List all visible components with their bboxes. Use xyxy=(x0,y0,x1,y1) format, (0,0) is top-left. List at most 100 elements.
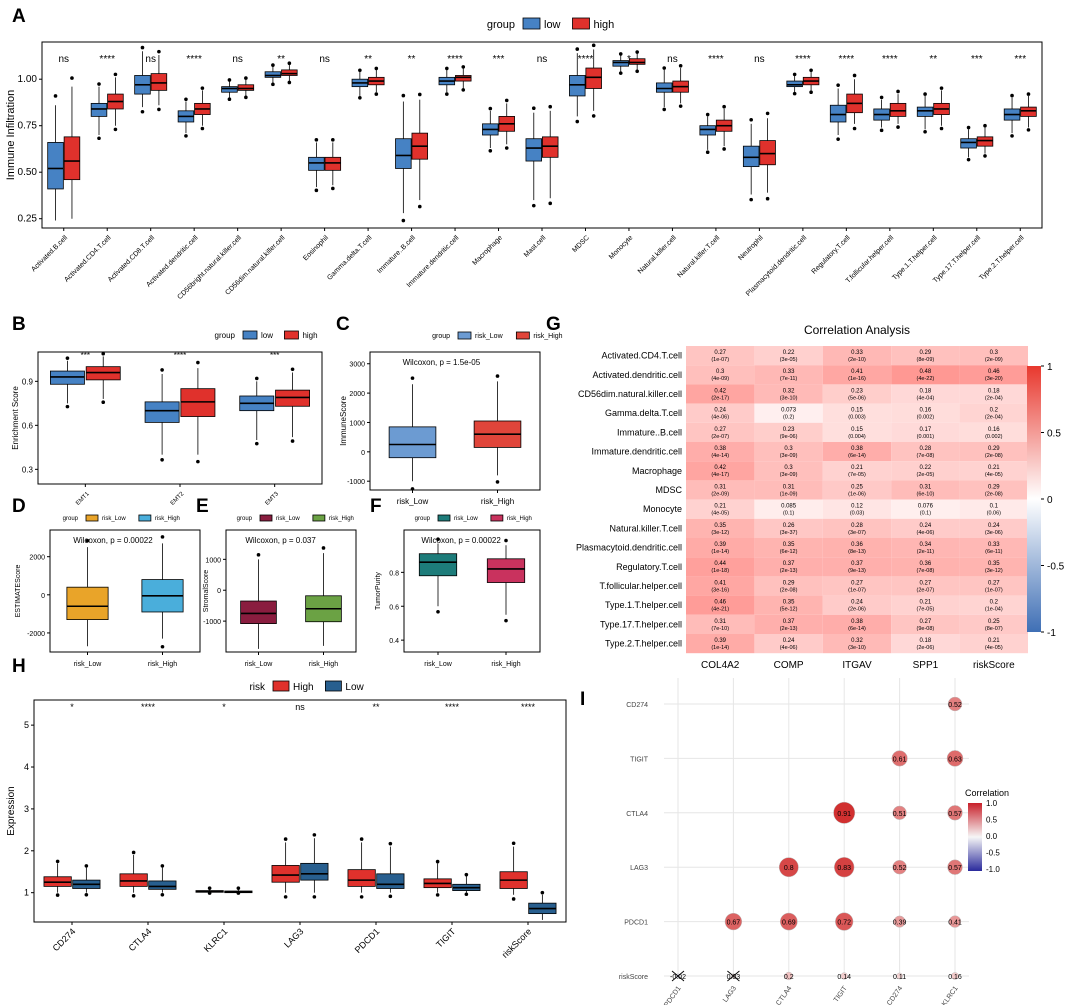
bubble-value-label: 0.83 xyxy=(837,865,851,872)
x-tick-label: risk_Low xyxy=(424,661,453,668)
outlier-point xyxy=(749,117,753,122)
significance-label: ns xyxy=(537,54,548,65)
x-tick-label: Type.17.T.helper.cell xyxy=(932,234,982,284)
y-tick-label: 0 xyxy=(41,593,45,600)
bubble-row-label: CTLA4 xyxy=(626,811,648,818)
y-tick-label: 2 xyxy=(24,846,29,856)
box-low-Natural.killer.cell xyxy=(655,82,673,93)
box-low-Eosinophil xyxy=(308,156,325,171)
outlier-point xyxy=(939,126,944,131)
outlier-point xyxy=(548,201,553,206)
heatmap-cell-pvalue: (4e-09) xyxy=(711,376,729,382)
significance-label: ns xyxy=(58,54,69,65)
heatmap-cell-value: 0.39 xyxy=(714,638,726,644)
outlier-point xyxy=(140,45,145,50)
heatmap-cell xyxy=(754,442,823,462)
heatmap-cell-pvalue: (2e-09) xyxy=(711,491,729,497)
y-tick-label: -2000 xyxy=(27,631,45,638)
box-Low-LAG3 xyxy=(300,862,329,881)
outlier-point xyxy=(200,126,205,131)
panel-D-chart: -2000 0 2000 ESTIMATEScore risk_Low risk_High… xyxy=(15,529,201,668)
y-tick-label: -1000 xyxy=(203,619,221,626)
heatmap-cell-value: 0.17 xyxy=(920,427,932,433)
outlier-point xyxy=(436,537,440,541)
heatmap-cell-pvalue: (0.1) xyxy=(920,511,931,517)
bubble-col-label: CTLA4 xyxy=(775,985,793,1005)
y-tick-label: 1.00 xyxy=(18,74,38,85)
panel-F-legend: group risk_Low risk_High xyxy=(415,514,532,522)
box-risk_Low xyxy=(240,600,277,624)
heatmap-cell-value: 0.29 xyxy=(988,484,1000,490)
heatmap-cell-value: 0.21 xyxy=(714,504,726,510)
heatmap-cell-value: 0.33 xyxy=(851,350,863,356)
heatmap-cell-pvalue: (2e-08) xyxy=(985,491,1003,497)
heatmap-cell-value: 0.18 xyxy=(920,638,932,644)
heatmap-cell-value: 0.48 xyxy=(920,369,932,375)
heatmap-cell xyxy=(891,461,960,481)
plot-frame xyxy=(369,351,541,491)
bubble-value-label: 0.2 xyxy=(784,974,794,981)
heatmap-cell xyxy=(686,518,755,538)
outlier-point xyxy=(184,134,188,138)
heatmap-cell-pvalue: (1e-07) xyxy=(848,587,866,593)
outlier-point xyxy=(244,95,248,100)
significance-label: **** xyxy=(445,702,460,712)
plot-frame xyxy=(41,41,1043,229)
heatmap-cell xyxy=(891,557,960,577)
heatmap-cell xyxy=(891,365,960,385)
x-tick-label: risk_Low xyxy=(74,661,103,668)
plot-frame xyxy=(49,529,201,653)
box-low-CD56dim.natural.killer.cell xyxy=(264,71,282,78)
heatmap-cell-value: 0.24 xyxy=(988,523,1000,529)
heatmap-cell-pvalue: (6e-12) xyxy=(780,549,798,555)
heatmap-cell xyxy=(754,480,823,500)
heatmap-cell-value: 0.35 xyxy=(988,561,1000,567)
heatmap-cell xyxy=(959,499,1028,519)
heatmap-cell xyxy=(822,576,892,596)
outlier-point xyxy=(705,150,710,155)
y-tick-label: 1000 xyxy=(349,420,365,427)
heatmap-cell-pvalue: (1e-09) xyxy=(780,491,798,497)
y-tick-label: 0.8 xyxy=(389,570,399,577)
heatmap-cell-value: 0.29 xyxy=(988,446,1000,452)
outlier-point xyxy=(55,859,60,864)
bubble-col-label: LAG3 xyxy=(722,985,738,1004)
legend-key-risk_Low xyxy=(457,331,472,340)
y-tick-label: 0.6 xyxy=(22,421,34,430)
x-tick-label: risk_High xyxy=(148,661,177,668)
heatmap-cell-value: 0.21 xyxy=(988,465,1000,471)
outlier-point xyxy=(495,480,500,484)
outlier-point xyxy=(160,368,164,372)
heatmap-cell-pvalue: (1e-18) xyxy=(711,568,729,574)
heatmap-cell-pvalue: (0.06) xyxy=(987,511,1002,517)
heatmap-cell-pvalue: (0.003) xyxy=(848,415,866,421)
bubble-riskScore-CD274 xyxy=(896,972,903,980)
heatmap-row-label: Natural.killer.T.cell xyxy=(609,523,682,533)
heatmap-cell-value: 0.27 xyxy=(714,350,726,356)
outlier-point xyxy=(836,83,840,87)
heatmap-row-label: Macrophage xyxy=(632,466,682,476)
box-high-Neutrophil xyxy=(759,140,776,166)
outlier-point xyxy=(879,128,884,133)
bubble-value-label: 0.39 xyxy=(893,920,907,927)
bubble-value-label: -0.02 xyxy=(670,974,686,981)
legend-title: group xyxy=(415,516,431,522)
heatmap-cell-value: 0.46 xyxy=(714,600,726,606)
heatmap-cell xyxy=(754,538,823,558)
heatmap-cell xyxy=(959,576,1028,596)
bubble-value-label: 0.52 xyxy=(948,702,962,709)
y-tick-label: 3 xyxy=(24,804,29,814)
heatmap-cell xyxy=(891,422,960,442)
box-high-T.follicular.helper.cell xyxy=(889,102,907,117)
heatmap-cell-value: 0.23 xyxy=(783,427,795,433)
box-high-Type.17.T.helper.cell xyxy=(976,136,994,147)
outlier-point xyxy=(312,833,317,837)
legend-key-risk_High xyxy=(312,514,326,522)
heatmap-cell-pvalue: (3e-07) xyxy=(848,530,866,536)
colorbar-label: 0 xyxy=(1047,495,1053,506)
heatmap-cell xyxy=(959,557,1028,577)
outlier-point xyxy=(131,850,136,855)
bubble-row-label: TIGIT xyxy=(630,756,649,763)
bubble-riskScore-TIGIT xyxy=(840,972,848,980)
